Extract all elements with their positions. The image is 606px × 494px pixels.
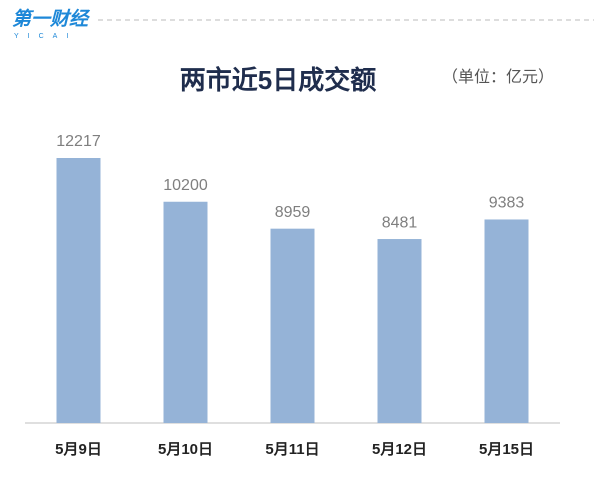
unit-label: （单位：亿元）: [442, 68, 554, 86]
chart-title: 两市近5日成交额: [180, 65, 376, 95]
bar: [56, 158, 101, 423]
bar: [377, 239, 422, 423]
x-tick-label: 5月11日: [265, 441, 319, 458]
x-tick-label: 5月15日: [479, 441, 534, 458]
value-label: 8481: [382, 214, 418, 231]
value-label: 8959: [275, 204, 311, 221]
logo: 第一财经: [12, 8, 91, 30]
value-label: 9383: [489, 195, 525, 212]
bar: [484, 219, 529, 423]
value-label: 10200: [163, 177, 208, 194]
logo-sub: YICAI: [14, 33, 77, 40]
x-tick-label: 5月10日: [158, 441, 213, 458]
value-label: 12217: [56, 133, 101, 150]
bar: [163, 201, 208, 423]
x-tick-label: 5月9日: [55, 441, 102, 458]
bar: [270, 228, 315, 423]
x-tick-label: 5月12日: [372, 441, 427, 458]
